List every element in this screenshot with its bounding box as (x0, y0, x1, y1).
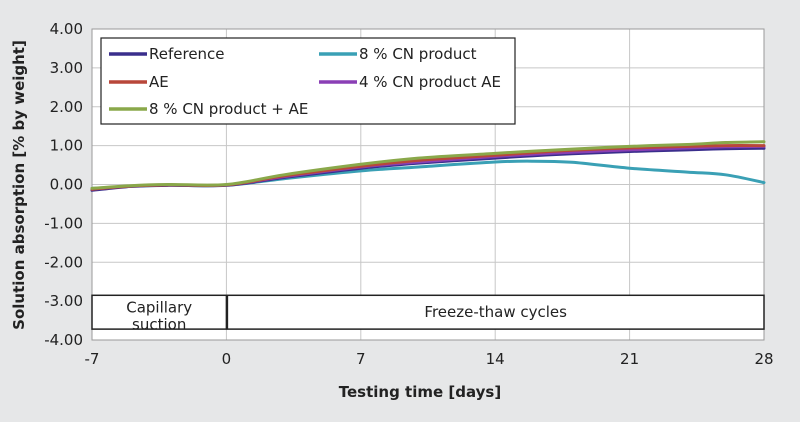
phase-label: Freeze-thaw cycles (424, 303, 567, 321)
plot-frame (91, 28, 765, 341)
y-tick-label: 3.00 (50, 59, 83, 77)
phase-box (91, 294, 228, 330)
x-tick-label: -7 (85, 350, 100, 368)
x-tick-label: 0 (222, 350, 232, 368)
legend-label: Reference (149, 45, 225, 63)
phase-label: Capillary (126, 298, 192, 316)
legend-label: 8 % CN product (359, 45, 477, 63)
y-tick-label: -4.00 (44, 331, 83, 349)
x-tick-label: 21 (620, 350, 639, 368)
y-tick-label: -2.00 (44, 253, 83, 271)
x-tick-label: 7 (356, 350, 366, 368)
y-tick-label: 4.00 (50, 20, 83, 38)
legend-box (100, 37, 516, 125)
phase-box (226, 294, 765, 330)
series-line (90, 140, 766, 190)
y-tick-label: 2.00 (50, 98, 83, 116)
legend-label: 8 % CN product + AE (149, 100, 308, 118)
legend-label: 4 % CN product AE (359, 73, 501, 91)
y-tick-label: 1.00 (50, 137, 83, 155)
x-axis-title: Testing time [days] (339, 383, 501, 401)
x-tick-label: 28 (754, 350, 773, 368)
y-tick-label: -1.00 (44, 214, 83, 232)
y-tick-label: 0.00 (50, 176, 83, 194)
legend-label: AE (149, 73, 169, 91)
phase-label: suction (132, 315, 186, 333)
y-axis-title: Solution absorption [% by weight] (10, 40, 28, 330)
y-tick-label: -3.00 (44, 292, 83, 310)
x-tick-label: 14 (486, 350, 505, 368)
